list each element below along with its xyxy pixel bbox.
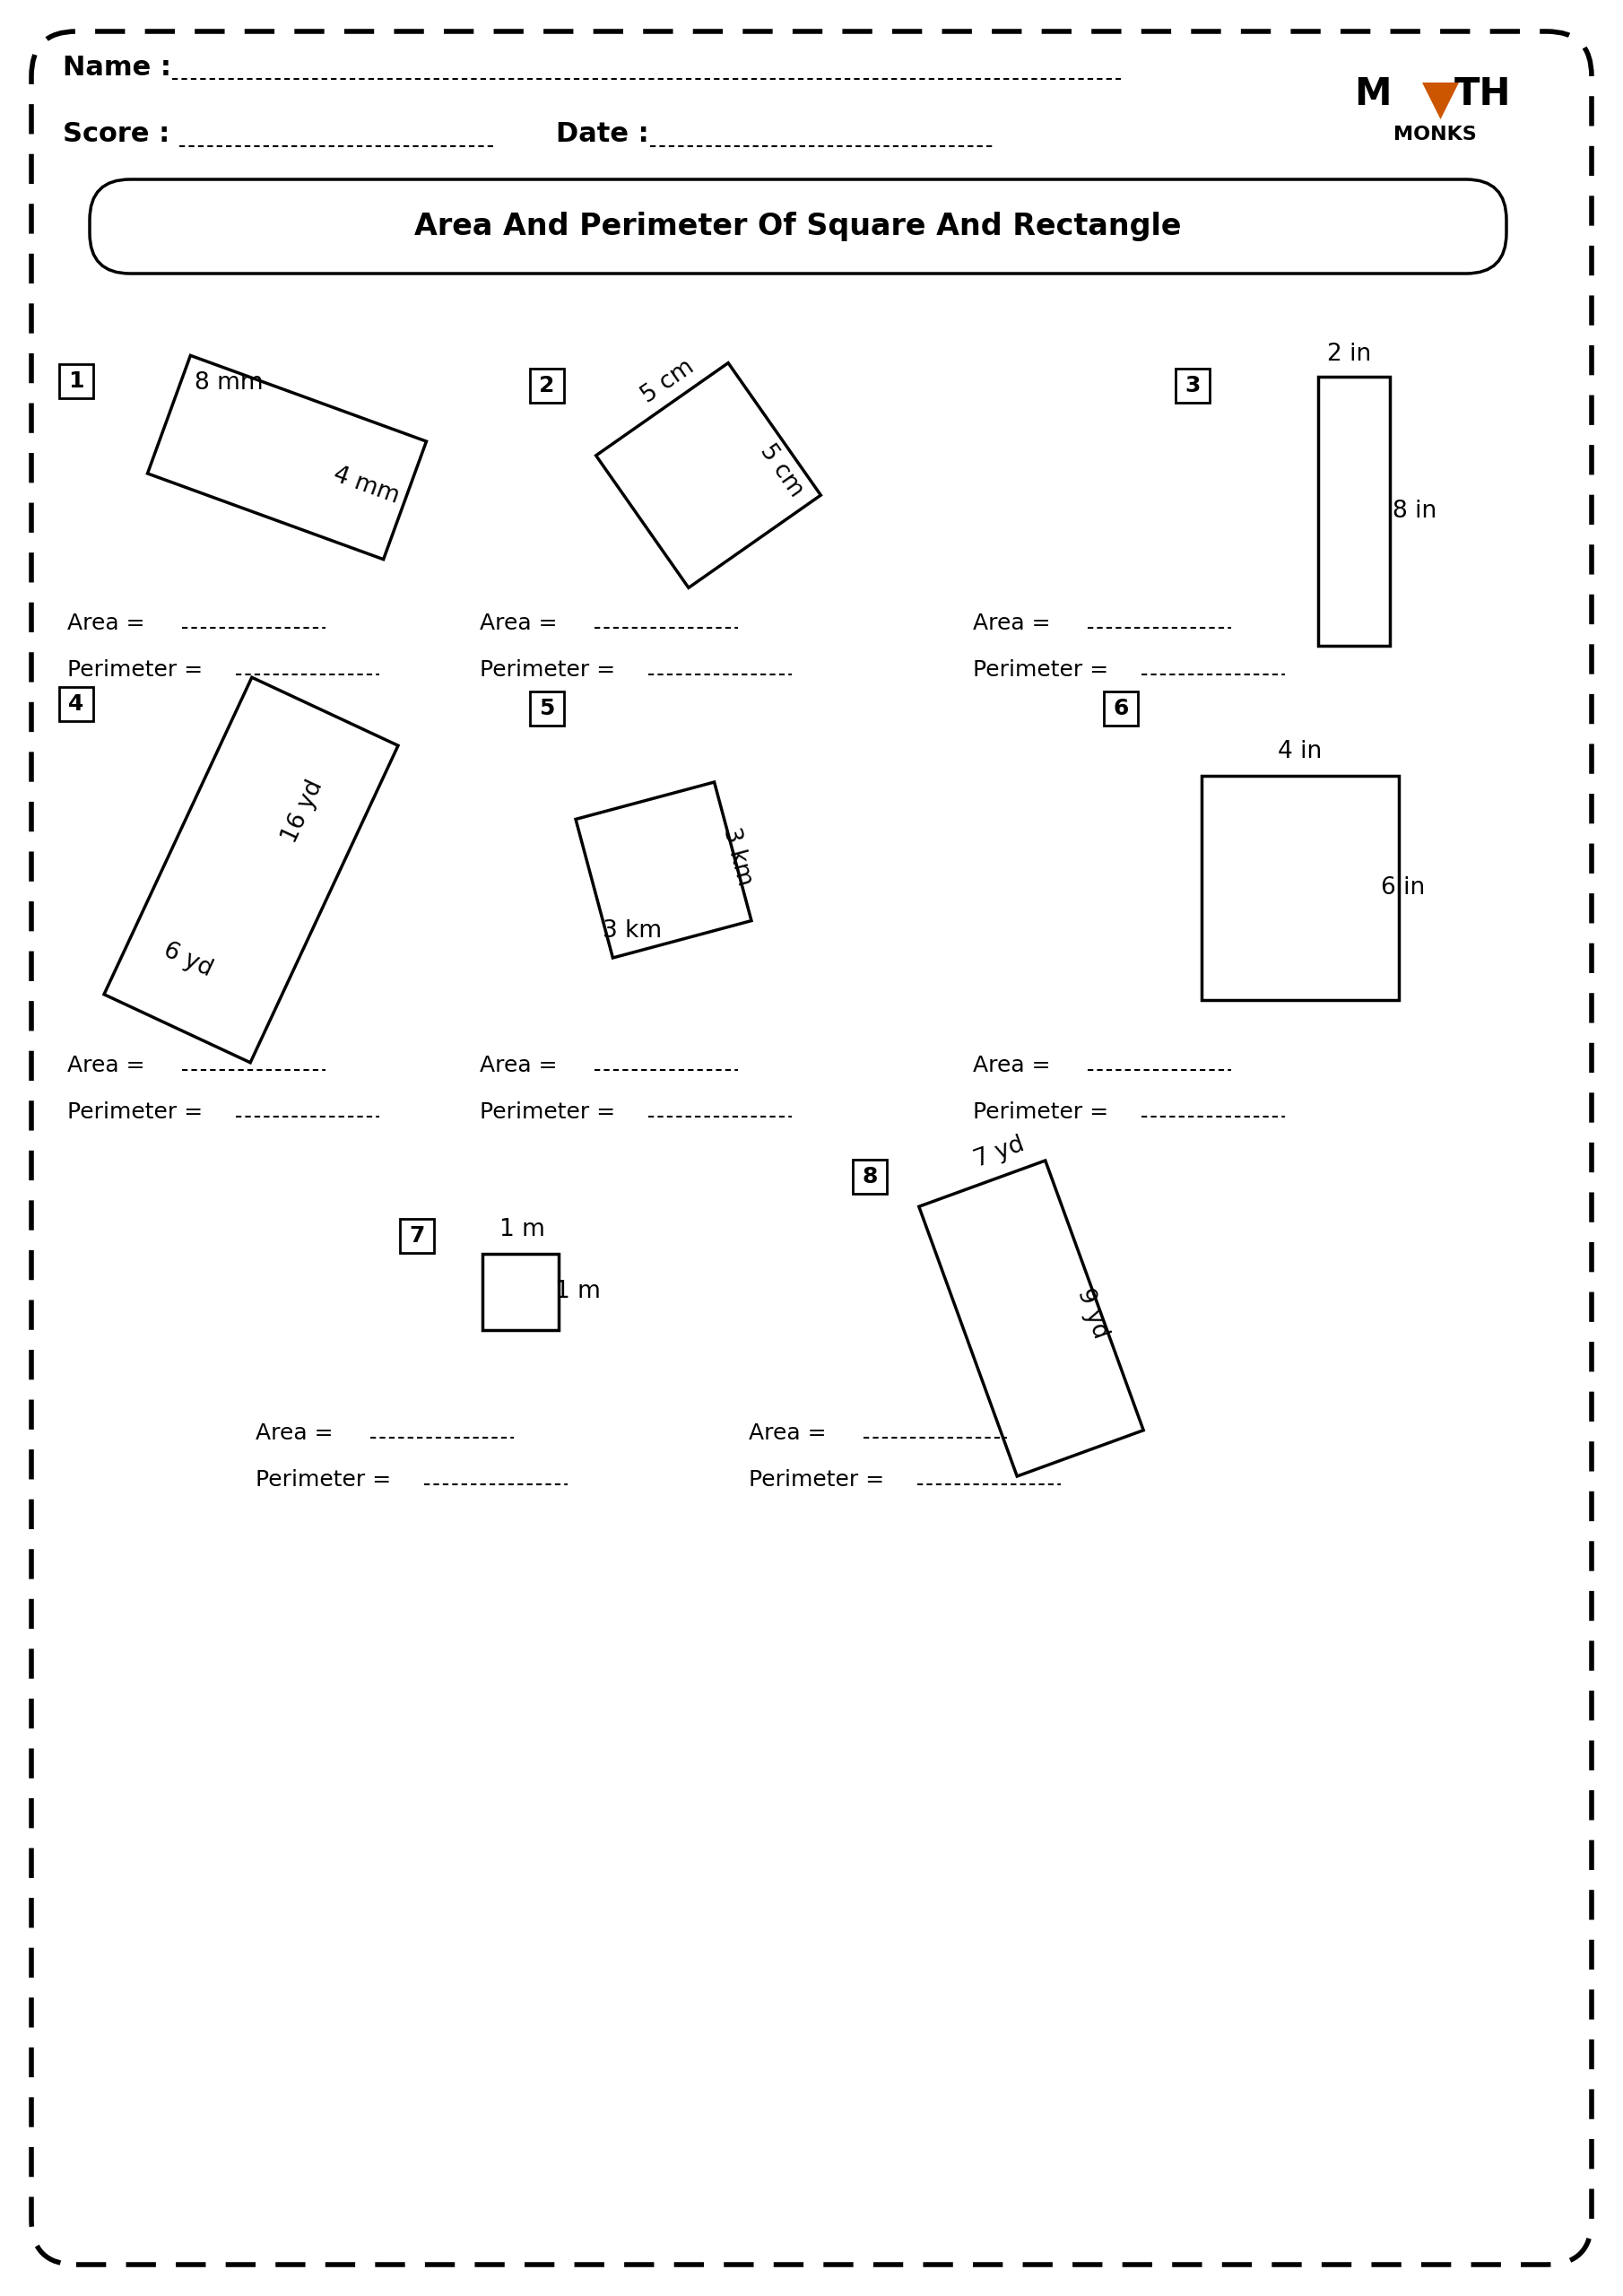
Text: Perimeter =: Perimeter =: [748, 1469, 885, 1490]
Text: Area =: Area =: [972, 613, 1050, 634]
Text: Perimeter =: Perimeter =: [972, 1102, 1109, 1123]
Text: 4: 4: [68, 693, 84, 714]
Text: 2: 2: [539, 374, 555, 397]
Text: 4 mm: 4 mm: [329, 464, 403, 510]
Text: Perimeter =: Perimeter =: [67, 1102, 203, 1123]
Text: 5: 5: [539, 698, 555, 719]
Text: 3 km: 3 km: [602, 918, 662, 944]
Text: 4 in: 4 in: [1277, 739, 1323, 762]
Text: 7 yd: 7 yd: [972, 1132, 1027, 1173]
Text: Area And Perimeter Of Square And Rectangle: Area And Perimeter Of Square And Rectang…: [414, 211, 1182, 241]
Text: Area =: Area =: [255, 1424, 333, 1444]
Text: 3 km: 3 km: [717, 824, 756, 889]
Text: Area =: Area =: [480, 613, 557, 634]
Text: Area =: Area =: [748, 1424, 826, 1444]
Text: Perimeter =: Perimeter =: [480, 1102, 615, 1123]
Text: Date :: Date :: [557, 122, 649, 147]
Text: 8 mm: 8 mm: [195, 372, 263, 395]
Text: Area =: Area =: [972, 1054, 1050, 1077]
Text: 6: 6: [1113, 698, 1128, 719]
Text: Perimeter =: Perimeter =: [67, 659, 203, 680]
Text: Area =: Area =: [67, 613, 144, 634]
FancyBboxPatch shape: [399, 1219, 433, 1254]
Text: 7: 7: [409, 1226, 425, 1247]
Text: MONKS: MONKS: [1393, 126, 1477, 142]
FancyBboxPatch shape: [1104, 691, 1138, 726]
FancyBboxPatch shape: [852, 1159, 886, 1194]
FancyBboxPatch shape: [1175, 370, 1209, 402]
FancyBboxPatch shape: [531, 691, 565, 726]
Text: 9 yd: 9 yd: [1073, 1286, 1112, 1343]
Text: 1 m: 1 m: [555, 1279, 601, 1304]
Text: M: M: [1354, 76, 1391, 113]
Polygon shape: [1422, 83, 1459, 119]
Text: Score :: Score :: [63, 122, 170, 147]
Text: 16 yd: 16 yd: [279, 776, 328, 847]
FancyBboxPatch shape: [58, 365, 93, 397]
Text: TH: TH: [1454, 76, 1511, 113]
Text: Area =: Area =: [480, 1054, 557, 1077]
Text: 5 cm: 5 cm: [638, 356, 700, 409]
Text: 8 in: 8 in: [1393, 501, 1436, 523]
Text: Name :: Name :: [63, 55, 172, 80]
Text: 1: 1: [68, 370, 84, 393]
Text: 3: 3: [1185, 374, 1201, 397]
FancyBboxPatch shape: [531, 370, 565, 402]
Text: 1 m: 1 m: [498, 1217, 545, 1242]
Text: Perimeter =: Perimeter =: [480, 659, 615, 680]
Text: 5 cm: 5 cm: [756, 441, 808, 501]
Text: Perimeter =: Perimeter =: [972, 659, 1109, 680]
Text: Area =: Area =: [67, 1054, 144, 1077]
Text: 6 in: 6 in: [1381, 877, 1425, 900]
FancyBboxPatch shape: [89, 179, 1506, 273]
Text: Perimeter =: Perimeter =: [255, 1469, 391, 1490]
Text: 6 yd: 6 yd: [161, 939, 216, 980]
Text: 2 in: 2 in: [1328, 342, 1371, 365]
FancyBboxPatch shape: [58, 687, 93, 721]
Text: 8: 8: [862, 1166, 878, 1187]
